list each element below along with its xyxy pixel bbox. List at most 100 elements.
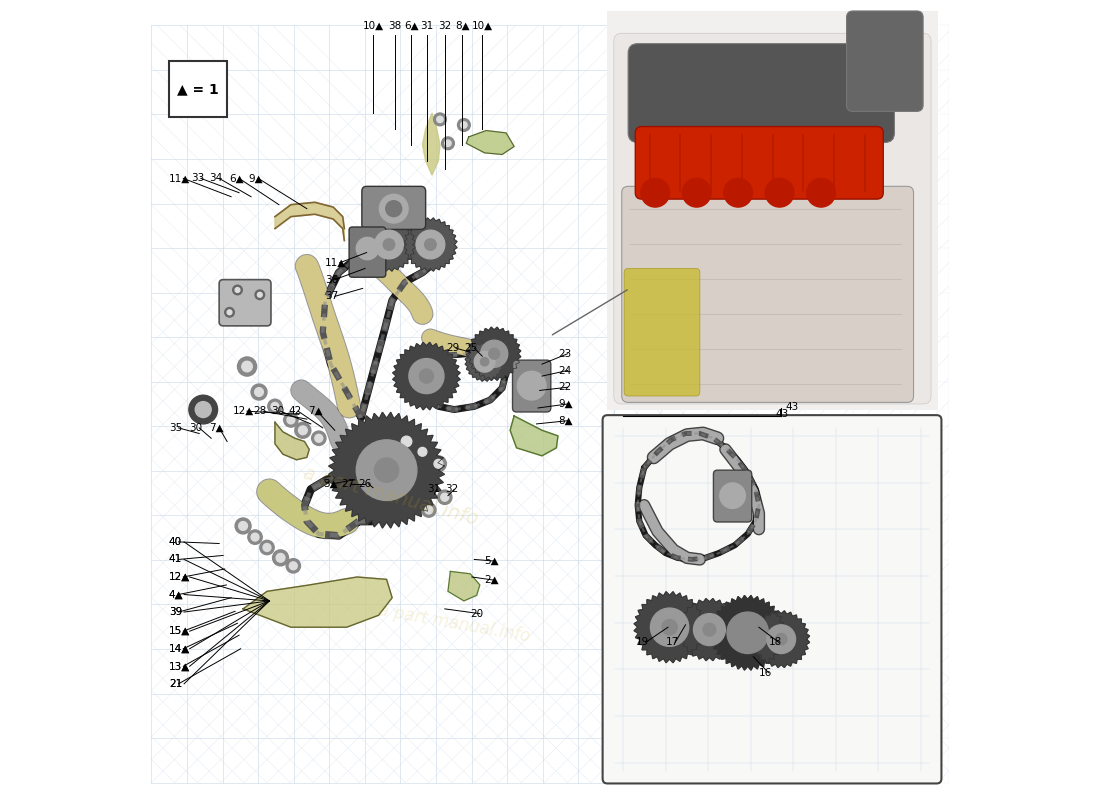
- Text: 37: 37: [326, 291, 339, 302]
- Text: a part manual.info: a part manual.info: [377, 601, 531, 646]
- Circle shape: [379, 194, 408, 223]
- Circle shape: [286, 558, 300, 573]
- FancyBboxPatch shape: [847, 11, 923, 111]
- Circle shape: [682, 178, 711, 207]
- Text: 18: 18: [769, 638, 782, 647]
- Circle shape: [693, 614, 725, 646]
- Text: 14▲: 14▲: [169, 644, 190, 654]
- Circle shape: [441, 494, 449, 502]
- Polygon shape: [275, 202, 344, 241]
- FancyBboxPatch shape: [603, 415, 942, 783]
- Polygon shape: [448, 571, 480, 601]
- Circle shape: [242, 362, 252, 372]
- Circle shape: [441, 137, 454, 150]
- Polygon shape: [510, 416, 558, 456]
- Polygon shape: [752, 610, 810, 667]
- Text: 12▲: 12▲: [233, 406, 254, 416]
- Circle shape: [421, 503, 436, 517]
- Text: a part manual.info: a part manual.info: [301, 463, 480, 528]
- Circle shape: [235, 518, 251, 534]
- Circle shape: [430, 456, 447, 472]
- Circle shape: [375, 230, 404, 259]
- Text: 26: 26: [359, 478, 372, 489]
- Circle shape: [251, 384, 267, 400]
- Text: 7▲: 7▲: [210, 423, 224, 433]
- Text: 21: 21: [169, 679, 183, 689]
- Text: 23: 23: [558, 349, 571, 358]
- Circle shape: [434, 459, 443, 468]
- Circle shape: [287, 416, 295, 424]
- Text: 21: 21: [169, 679, 183, 689]
- Circle shape: [189, 395, 218, 424]
- Text: 16: 16: [759, 668, 772, 678]
- Circle shape: [416, 230, 444, 259]
- Circle shape: [238, 357, 256, 376]
- Circle shape: [425, 239, 437, 250]
- Circle shape: [719, 483, 746, 509]
- Text: 20: 20: [471, 609, 483, 618]
- Text: 4▲: 4▲: [169, 590, 184, 599]
- Text: 40: 40: [169, 537, 183, 547]
- Text: 8▲: 8▲: [455, 21, 470, 31]
- Circle shape: [239, 522, 248, 530]
- Circle shape: [356, 238, 378, 260]
- Circle shape: [517, 371, 546, 400]
- Circle shape: [739, 625, 756, 641]
- Circle shape: [481, 340, 508, 367]
- Circle shape: [766, 178, 794, 207]
- Circle shape: [254, 388, 263, 397]
- Text: 39: 39: [169, 607, 183, 617]
- Text: 2▲: 2▲: [485, 575, 499, 585]
- Polygon shape: [329, 412, 444, 528]
- Text: 14▲: 14▲: [169, 644, 190, 654]
- Circle shape: [402, 436, 411, 446]
- Circle shape: [271, 402, 279, 410]
- Bar: [607, 11, 938, 410]
- Text: 38: 38: [388, 21, 401, 31]
- Text: 33: 33: [191, 174, 205, 183]
- Text: 30: 30: [271, 406, 284, 416]
- Circle shape: [235, 287, 240, 292]
- Text: 15▲: 15▲: [169, 626, 190, 636]
- Circle shape: [311, 431, 326, 446]
- Text: 40: 40: [169, 537, 183, 547]
- Circle shape: [255, 290, 265, 299]
- Circle shape: [474, 351, 495, 372]
- Text: 22: 22: [558, 382, 571, 392]
- Text: 19: 19: [636, 638, 649, 647]
- Polygon shape: [465, 342, 504, 382]
- Circle shape: [273, 550, 288, 566]
- Polygon shape: [679, 598, 740, 661]
- Polygon shape: [243, 577, 392, 627]
- Text: 6▲: 6▲: [404, 21, 419, 31]
- Polygon shape: [422, 113, 440, 175]
- FancyBboxPatch shape: [636, 126, 883, 199]
- Polygon shape: [393, 342, 460, 410]
- FancyBboxPatch shape: [219, 280, 271, 326]
- Circle shape: [397, 432, 416, 451]
- Polygon shape: [275, 422, 309, 460]
- Text: 9▲: 9▲: [558, 399, 573, 409]
- Circle shape: [224, 307, 234, 317]
- Polygon shape: [468, 327, 520, 380]
- Circle shape: [488, 348, 499, 359]
- Circle shape: [433, 113, 447, 126]
- Circle shape: [444, 140, 451, 146]
- Text: 10▲: 10▲: [363, 21, 384, 31]
- Text: 36: 36: [326, 274, 339, 285]
- Text: 25: 25: [464, 343, 477, 353]
- Text: ▲ = 1: ▲ = 1: [177, 82, 219, 96]
- Text: 43: 43: [785, 402, 799, 412]
- Circle shape: [284, 413, 298, 427]
- Circle shape: [409, 358, 444, 394]
- Text: 13▲: 13▲: [169, 662, 190, 671]
- Bar: [169, 61, 227, 117]
- FancyBboxPatch shape: [621, 186, 913, 402]
- Circle shape: [437, 116, 443, 122]
- Text: 28: 28: [253, 406, 266, 416]
- Circle shape: [276, 554, 285, 562]
- Text: 27: 27: [341, 478, 354, 489]
- Polygon shape: [404, 218, 456, 271]
- FancyBboxPatch shape: [513, 360, 551, 412]
- Text: 34: 34: [210, 174, 223, 183]
